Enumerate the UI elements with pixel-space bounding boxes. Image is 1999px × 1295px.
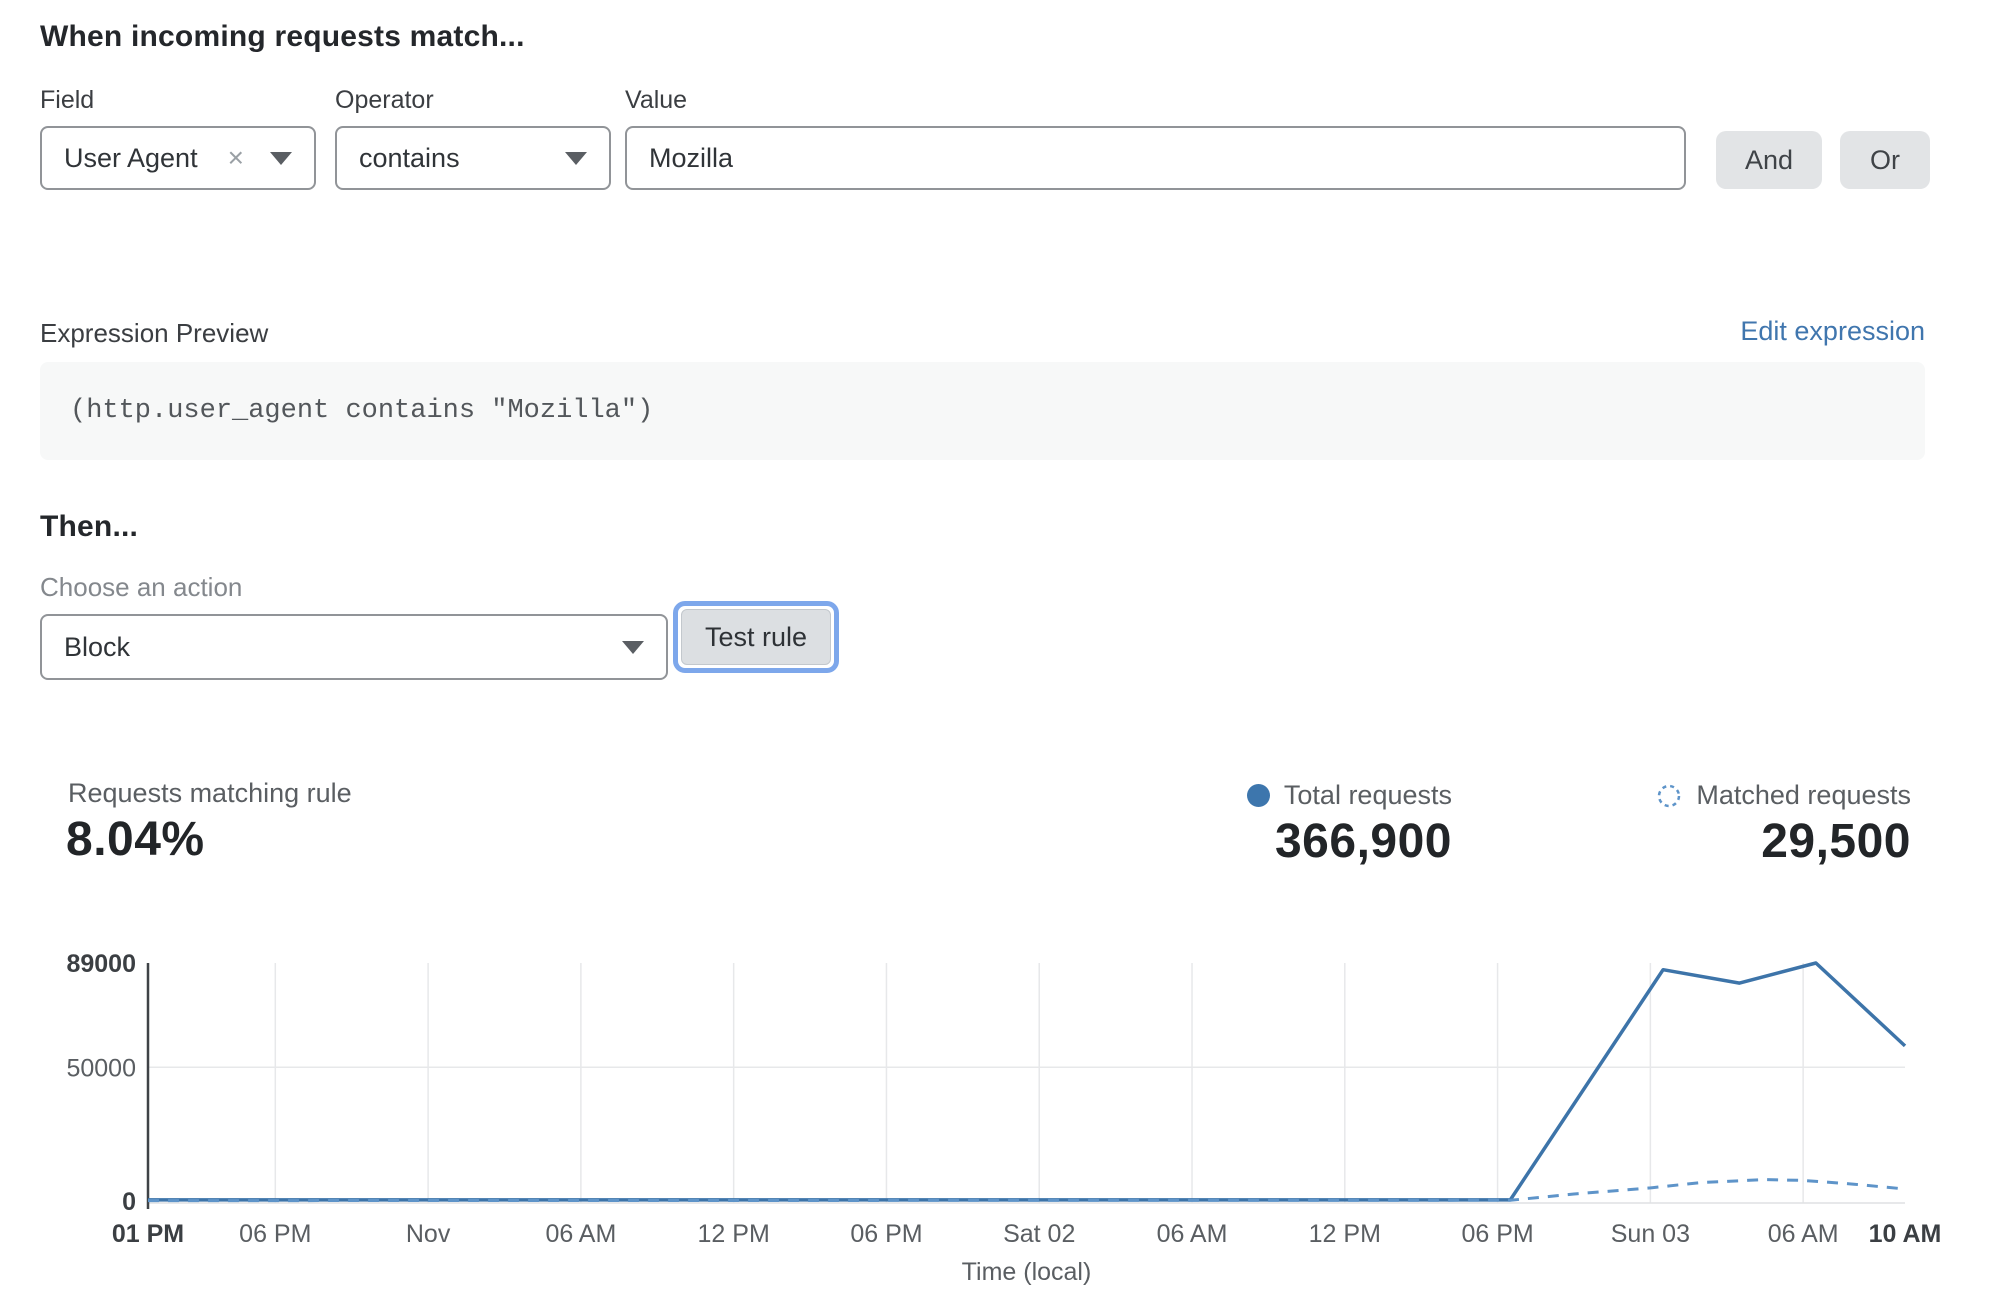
test-rule-focus-ring: Test rule bbox=[673, 601, 839, 673]
chevron-down-icon bbox=[565, 151, 587, 165]
expression-preview-label: Expression Preview bbox=[40, 318, 269, 348]
matched-requests-dashed-circle-icon bbox=[1658, 784, 1681, 807]
action-select[interactable]: Block bbox=[40, 614, 668, 680]
svg-text:10 AM: 10 AM bbox=[1869, 1220, 1942, 1248]
svg-text:06 AM: 06 AM bbox=[545, 1220, 616, 1248]
chevron-down-icon bbox=[622, 640, 644, 654]
matched-requests-legend: Matched requests bbox=[1656, 780, 1911, 811]
operator-label: Operator bbox=[335, 86, 434, 114]
svg-text:Sat 02: Sat 02 bbox=[1003, 1220, 1075, 1248]
total-requests-legend: Total requests bbox=[1246, 780, 1452, 811]
matched-requests-label: Matched requests bbox=[1696, 780, 1911, 810]
total-requests-label: Total requests bbox=[1283, 780, 1452, 810]
svg-text:01 PM: 01 PM bbox=[112, 1220, 184, 1248]
svg-text:0: 0 bbox=[122, 1188, 136, 1216]
and-button[interactable]: And bbox=[1716, 131, 1822, 189]
requests-matching-value: 8.04% bbox=[66, 813, 205, 866]
field-select[interactable]: User Agent × bbox=[40, 126, 316, 190]
action-select-value: Block bbox=[64, 631, 131, 662]
svg-text:50000: 50000 bbox=[66, 1054, 136, 1082]
matched-requests-value: 29,500 bbox=[1761, 815, 1911, 868]
edit-expression-link[interactable]: Edit expression bbox=[1740, 316, 1925, 346]
match-section-title: When incoming requests match... bbox=[40, 20, 525, 53]
requests-time-series-chart: 0 50000 89000 01 PM 06 PM Nov 06 AM 12 PM 06 PM S… bbox=[66, 950, 1942, 1286]
svg-text:06 PM: 06 PM bbox=[850, 1220, 922, 1248]
or-button[interactable]: Or bbox=[1840, 131, 1930, 189]
total-requests-value: 366,900 bbox=[1274, 815, 1452, 868]
svg-text:06 PM: 06 PM bbox=[239, 1220, 311, 1248]
choose-action-label: Choose an action bbox=[40, 572, 243, 602]
clear-field-icon[interactable]: × bbox=[227, 142, 244, 173]
test-rule-button[interactable]: Test rule bbox=[681, 609, 831, 665]
svg-text:12 PM: 12 PM bbox=[698, 1220, 770, 1248]
svg-text:06 AM: 06 AM bbox=[1157, 1220, 1228, 1248]
requests-matching-label: Requests matching rule bbox=[68, 778, 352, 808]
expression-code: (http.user_agent contains "Mozilla") bbox=[70, 396, 654, 426]
total-requests-dot-icon bbox=[1246, 784, 1270, 807]
value-input[interactable] bbox=[625, 126, 1686, 190]
svg-text:Sun 03: Sun 03 bbox=[1611, 1220, 1690, 1248]
svg-text:89000: 89000 bbox=[66, 950, 136, 978]
chevron-down-icon bbox=[270, 151, 292, 165]
expression-code-block: (http.user_agent contains "Mozilla") bbox=[40, 362, 1925, 460]
svg-text:06 AM: 06 AM bbox=[1768, 1220, 1839, 1248]
operator-select[interactable]: contains bbox=[335, 126, 611, 190]
then-section-title: Then... bbox=[40, 510, 139, 543]
field-select-value: User Agent bbox=[64, 142, 198, 173]
value-label: Value bbox=[625, 86, 688, 114]
svg-text:Time (local): Time (local) bbox=[962, 1258, 1092, 1286]
field-label: Field bbox=[40, 86, 95, 114]
svg-text:12 PM: 12 PM bbox=[1309, 1220, 1381, 1248]
operator-select-value: contains bbox=[359, 142, 460, 173]
svg-text:Nov: Nov bbox=[406, 1220, 451, 1248]
svg-text:06 PM: 06 PM bbox=[1461, 1220, 1533, 1248]
